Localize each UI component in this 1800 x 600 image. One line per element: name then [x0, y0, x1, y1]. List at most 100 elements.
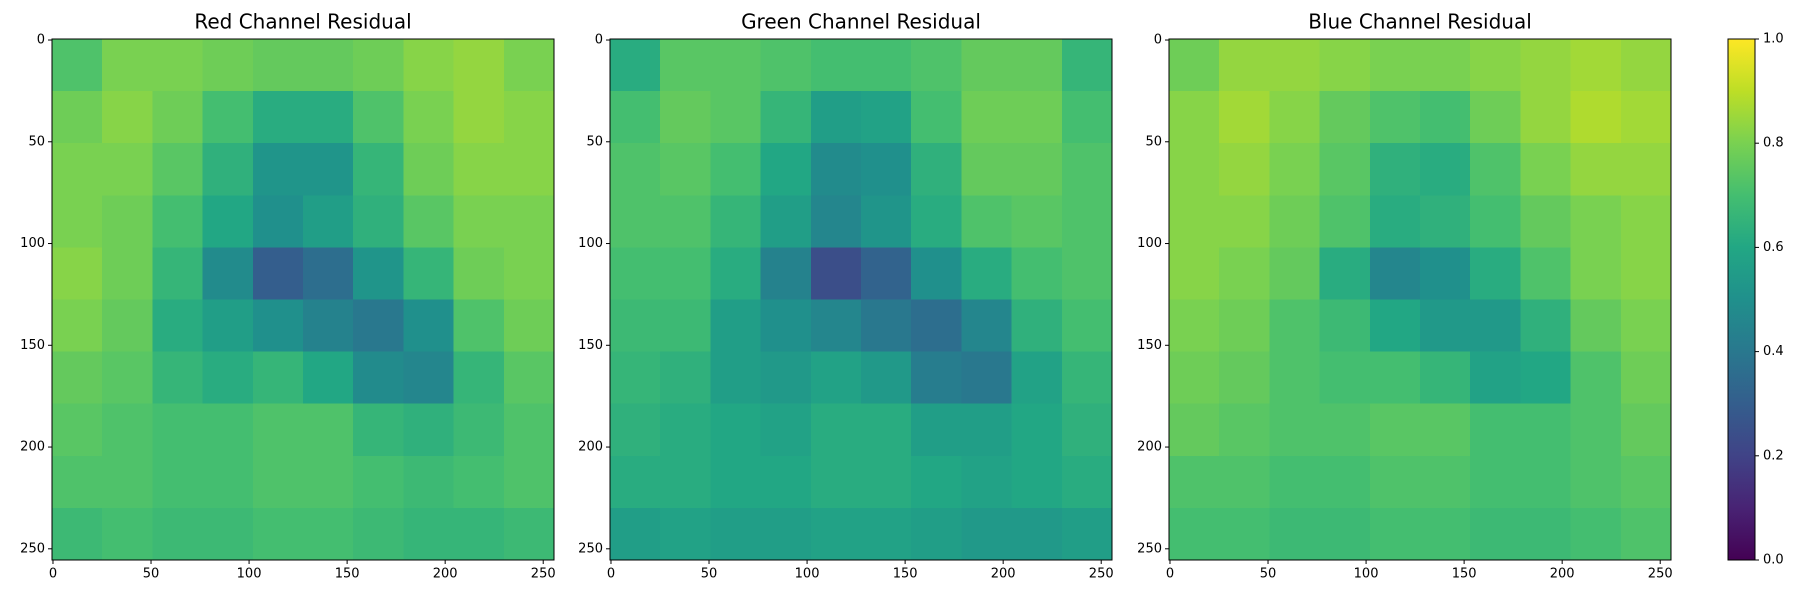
heatmap-cell	[453, 247, 505, 300]
chart-title: Blue Channel Residual	[1308, 10, 1532, 34]
heatmap-cell	[102, 247, 153, 300]
heatmap-cell	[1219, 39, 1270, 92]
heatmap-cell	[353, 247, 404, 300]
heatmap-cell	[403, 351, 455, 405]
heatmap-cell	[961, 403, 1013, 457]
heatmap-cell	[1011, 143, 1063, 196]
x-tick-label: 200	[1550, 567, 1575, 582]
heatmap-cell	[453, 403, 505, 457]
heatmap-cell	[453, 455, 505, 509]
heatmap-cell	[1420, 247, 1471, 300]
heatmap-cell	[1269, 403, 1321, 457]
x-tick-label: 250	[1089, 567, 1114, 582]
y-tick-label: 150	[578, 338, 603, 353]
heatmap-cell	[503, 299, 555, 353]
heatmap-cell	[102, 507, 153, 561]
heatmap-cell	[1470, 507, 1521, 561]
heatmap-cell	[1470, 143, 1521, 196]
heatmap-cell	[861, 299, 912, 353]
heatmap-cell	[1369, 39, 1421, 92]
y-tick-label: 50	[586, 134, 603, 149]
heatmap-cell	[52, 247, 103, 300]
heatmap-cell	[353, 351, 404, 405]
heatmap-cell	[660, 195, 711, 248]
heatmap-cell	[52, 143, 103, 196]
heatmap-cell	[1420, 39, 1471, 92]
heatmap-cell	[1011, 91, 1063, 144]
heatmap-cell	[760, 455, 812, 509]
heatmap-cell	[52, 507, 103, 561]
heatmap-cell	[1061, 91, 1113, 144]
heatmap-cell	[1570, 455, 1622, 509]
heatmap-cell	[1011, 299, 1063, 353]
heatmap-cell	[1570, 143, 1622, 196]
y-tick-label: 0	[37, 33, 45, 48]
heatmap-cell	[911, 247, 962, 300]
heatmap-cell	[102, 455, 153, 509]
heatmap-cell	[52, 91, 103, 144]
heatmap-cell	[610, 247, 661, 300]
heatmap-cell	[303, 455, 354, 509]
heatmap-cell	[303, 247, 354, 300]
colorbar-tick-label: 0.4	[1763, 344, 1784, 359]
heatmap-cell	[353, 299, 404, 353]
heatmap-cell	[961, 195, 1013, 248]
heatmap-cell	[1011, 351, 1063, 405]
heatmap-cell	[1369, 351, 1421, 405]
heatmap-cell	[810, 91, 862, 144]
y-tick-label: 0	[1154, 33, 1162, 48]
heatmap-cell	[1011, 507, 1063, 561]
heatmap-cell	[1169, 91, 1220, 144]
heatmap-cell	[710, 143, 762, 196]
heatmap-cell	[861, 91, 912, 144]
heatmap-cell	[1369, 91, 1421, 144]
y-tick-label: 100	[1137, 236, 1162, 251]
x-tick-label: 0	[607, 567, 615, 582]
heatmap-cell	[303, 39, 354, 92]
heatmap-cell	[710, 299, 762, 353]
heatmap-cell	[710, 455, 762, 509]
colorbar-tick-label: 0.0	[1763, 553, 1784, 568]
heatmap-cell	[1420, 195, 1471, 248]
heatmap-cell	[403, 91, 455, 144]
heatmap-cell	[660, 247, 711, 300]
heatmap-cell	[152, 351, 204, 405]
heatmap-cell	[152, 143, 204, 196]
heatmap-cell	[503, 247, 555, 300]
heatmap-cell	[1011, 403, 1063, 457]
heatmap-cell	[1219, 403, 1270, 457]
heatmap-cell	[1319, 299, 1371, 353]
heatmap-cell	[1369, 507, 1421, 561]
heatmap-cell	[1520, 351, 1572, 405]
heatmap-cell	[252, 299, 304, 353]
heatmap-cell	[1219, 507, 1270, 561]
heatmap-cell	[102, 143, 153, 196]
heatmap-cell	[1620, 351, 1672, 405]
heatmap-cell	[1620, 299, 1672, 353]
y-tick-label: 200	[20, 440, 45, 455]
x-tick-label: 150	[1452, 567, 1477, 582]
heatmap-cell	[1319, 247, 1371, 300]
heatmap-cell	[353, 143, 404, 196]
heatmap-cell	[1520, 247, 1572, 300]
heatmap-cell	[760, 195, 812, 248]
heatmap-cell	[252, 247, 304, 300]
heatmap-cell	[1169, 403, 1220, 457]
x-tick-label: 0	[1166, 567, 1174, 582]
heatmap-cell	[102, 195, 153, 248]
heatmap-cell	[911, 299, 962, 353]
heatmap-cell	[660, 143, 711, 196]
heatmap-cell	[1620, 403, 1672, 457]
heatmap-cell	[810, 351, 862, 405]
heatmap-cell	[911, 91, 962, 144]
heatmap-cell	[810, 39, 862, 92]
heatmap-cell	[1620, 143, 1672, 196]
heatmap-cell	[861, 39, 912, 92]
heatmap-cell	[353, 403, 404, 457]
heatmap-cell	[1219, 195, 1270, 248]
heatmap-cell	[760, 39, 812, 92]
x-tick-label: 0	[49, 567, 57, 582]
heatmap-cell	[152, 91, 204, 144]
heatmap-cell	[911, 455, 962, 509]
